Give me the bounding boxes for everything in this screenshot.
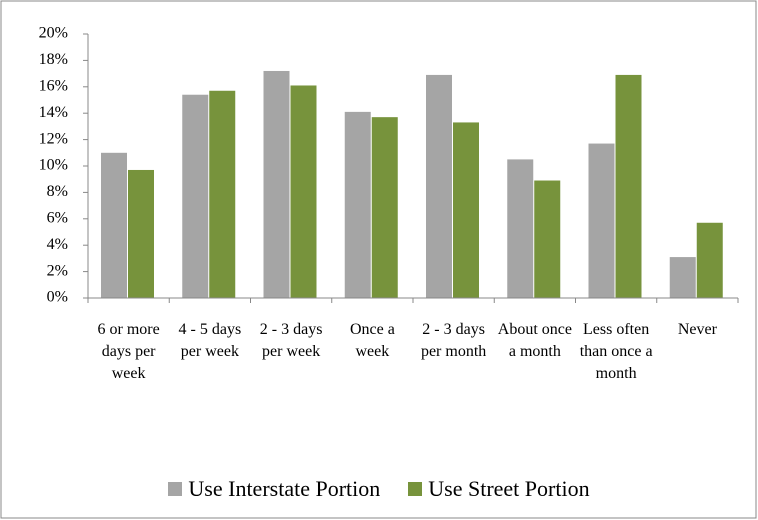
y-tick-label: 18% bbox=[39, 51, 68, 68]
bar bbox=[128, 169, 154, 298]
bar bbox=[507, 159, 534, 298]
y-tick-label: 14% bbox=[39, 104, 68, 121]
legend-label: Use Street Portion bbox=[428, 476, 590, 501]
x-tick-label: Never bbox=[677, 321, 717, 338]
legend-swatch bbox=[408, 482, 423, 496]
x-tick-label: 4 - 5 days per week bbox=[178, 321, 242, 360]
x-tick-label: Once a week bbox=[349, 321, 395, 360]
legend-label: Use Interstate Portion bbox=[188, 476, 381, 501]
x-tick-label: 2 - 3 days per week bbox=[259, 321, 323, 360]
x-tick-label: About once a month bbox=[497, 321, 572, 360]
bar bbox=[534, 180, 561, 298]
y-tick-label: 16% bbox=[39, 77, 68, 94]
bar bbox=[101, 152, 127, 298]
bar bbox=[615, 74, 642, 298]
legend: Use Interstate Portion Use Street Portion bbox=[0, 476, 758, 502]
y-tick-label: 0% bbox=[47, 289, 68, 306]
y-tick-label: 10% bbox=[39, 157, 68, 174]
legend-item: Use Interstate Portion bbox=[168, 476, 380, 502]
y-tick-label: 4% bbox=[47, 236, 68, 253]
x-tick-label: Less often than once a month bbox=[579, 321, 653, 382]
bar bbox=[182, 94, 209, 298]
y-tick-label: 2% bbox=[47, 262, 68, 279]
bar bbox=[344, 111, 371, 298]
y-tick-label: 12% bbox=[39, 130, 68, 147]
legend-swatch bbox=[168, 482, 183, 496]
y-tick-label: 20% bbox=[39, 25, 68, 42]
bar bbox=[209, 90, 236, 298]
bar bbox=[588, 143, 615, 298]
x-tick-label: 6 or more days per week bbox=[97, 321, 160, 382]
bar bbox=[453, 122, 479, 298]
bar bbox=[696, 222, 723, 298]
x-tick-label: 2 - 3 days per month bbox=[420, 321, 487, 360]
legend-item: Use Street Portion bbox=[408, 476, 590, 502]
bar bbox=[371, 117, 398, 298]
bar bbox=[290, 85, 317, 298]
bar bbox=[426, 74, 452, 298]
y-tick-label: 8% bbox=[47, 183, 68, 200]
y-tick-label: 6% bbox=[47, 209, 68, 226]
bar bbox=[263, 70, 290, 299]
bar bbox=[669, 257, 696, 298]
